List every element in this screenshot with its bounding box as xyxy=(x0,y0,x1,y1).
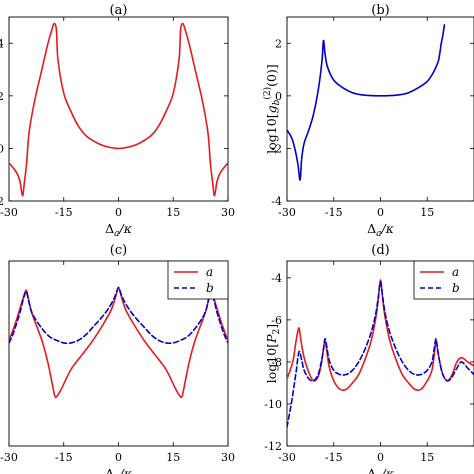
y-tick-label: 2 xyxy=(0,90,4,103)
y-axis-label: log10[gb(2)(0)] xyxy=(262,64,282,153)
x-tick-label: 0 xyxy=(115,206,122,219)
series-line-s0 xyxy=(287,24,446,181)
legend: ab xyxy=(167,260,229,300)
y-tick-label: -10 xyxy=(264,398,282,411)
legend-label-a: a xyxy=(452,265,459,279)
x-tick-label: 0 xyxy=(115,451,122,464)
legend-label-b: b xyxy=(452,281,460,295)
panel-c: (c) -30 -15 0 15 30 Δa/κ ab xyxy=(0,243,235,474)
x-tick-label: 15 xyxy=(420,206,434,219)
x-tick-label: 30 xyxy=(221,206,235,219)
x-tick-label: 15 xyxy=(166,206,180,219)
panel-title: (c) xyxy=(110,243,127,258)
x-tick-label: 0 xyxy=(377,451,384,464)
y-tick-label: 0 xyxy=(0,142,4,155)
series-group xyxy=(9,286,228,399)
y-tick-label: -4 xyxy=(271,272,282,285)
x-tick-label: -15 xyxy=(325,206,343,219)
panel-title: (a) xyxy=(110,3,128,18)
legend-box xyxy=(413,260,474,300)
y-tick-label: 0 xyxy=(275,90,282,103)
x-tick-label: -15 xyxy=(325,451,343,464)
x-tick-label: 30 xyxy=(221,451,235,464)
series-line-b xyxy=(287,281,474,428)
y-axis-label: log10[P2] xyxy=(264,324,282,383)
x-tick-label: -30 xyxy=(278,451,296,464)
plot-frame xyxy=(8,16,229,202)
panel-title: (d) xyxy=(371,243,389,258)
x-tick-label: -15 xyxy=(55,206,73,219)
series-group xyxy=(287,24,446,181)
legend-label-b: b xyxy=(206,281,214,295)
series-group xyxy=(287,279,474,428)
legend: ab xyxy=(413,260,474,300)
panel-b: (b) -30 -15 0 15 -4 -2 0 2 Δa/κ log10[gb(2)(0)] xyxy=(262,3,474,239)
x-axis-label: Δa/κ xyxy=(105,466,133,474)
y-tick-label: 4 xyxy=(0,37,4,50)
panel-d: (d) -30 -15 0 15 -12 -10 -8 -6 -4 Δa/κ log10[P2] ab xyxy=(264,243,474,474)
panel-title: (b) xyxy=(371,3,389,18)
x-tick-label: 15 xyxy=(420,451,434,464)
x-tick-label: -30 xyxy=(278,206,296,219)
y-tick-label: 2 xyxy=(0,195,4,208)
x-tick-label: 15 xyxy=(166,451,180,464)
x-tick-label: -30 xyxy=(0,451,18,464)
y-tick-label: -4 xyxy=(271,195,282,208)
y-tick-label: -6 xyxy=(271,314,282,327)
x-axis-label: Δa/κ xyxy=(367,466,395,474)
x-tick-label: -15 xyxy=(55,451,73,464)
legend-label-a: a xyxy=(206,265,213,279)
legend-box xyxy=(167,260,229,300)
y-tick-label: -8 xyxy=(271,356,282,369)
x-axis-label: Δa/κ xyxy=(105,221,133,239)
series-line-a xyxy=(9,286,228,399)
y-tick-label: -12 xyxy=(264,440,282,453)
x-axis-label: Δa/κ xyxy=(367,221,395,239)
panel-a: (a) -30 -15 0 15 30 2 0 2 4 Δa/κ xyxy=(0,3,235,239)
series-line-b xyxy=(9,286,228,345)
series-line-s0 xyxy=(9,22,228,197)
series-group xyxy=(9,22,228,197)
x-tick-label: -30 xyxy=(0,206,18,219)
y-tick-label: 2 xyxy=(275,37,282,50)
y-tick-label: -2 xyxy=(271,142,282,155)
x-tick-label: 0 xyxy=(377,206,384,219)
